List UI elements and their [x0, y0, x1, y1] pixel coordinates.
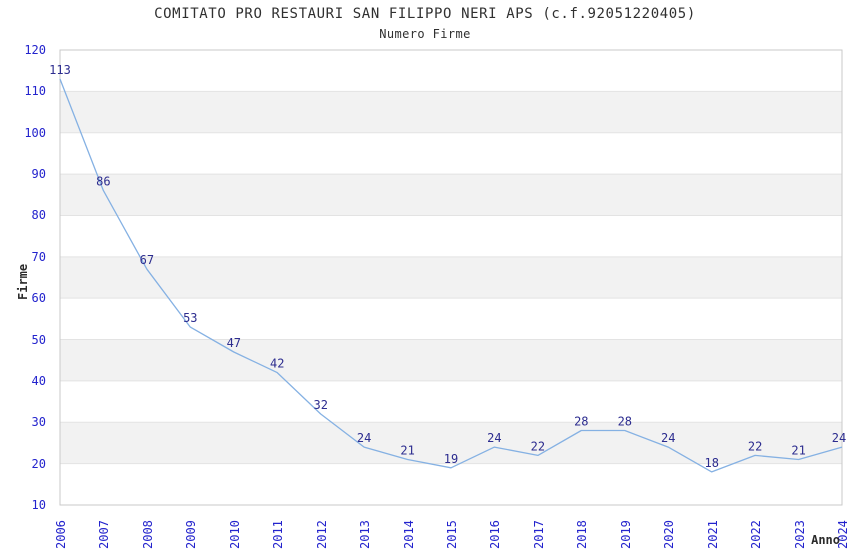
x-tick-label: 2013 — [358, 520, 373, 549]
data-point-label: 67 — [140, 253, 154, 267]
y-tick-label: 110 — [24, 84, 46, 99]
data-point-label: 24 — [832, 431, 846, 445]
plot-band — [60, 256, 842, 299]
y-tick-label: 60 — [31, 291, 46, 306]
y-tick-label: 10 — [31, 498, 46, 512]
data-point-label: 21 — [400, 444, 414, 458]
x-tick-label: 2008 — [140, 520, 155, 549]
data-point-label: 53 — [183, 311, 197, 325]
data-point-label: 32 — [313, 398, 327, 412]
chart-title: COMITATO PRO RESTAURI SAN FILIPPO NERI A… — [154, 6, 696, 22]
x-tick-label: 2010 — [227, 520, 242, 549]
y-tick-label: 90 — [31, 167, 46, 182]
x-tick-label: 2012 — [314, 520, 329, 549]
x-tick-label: 2022 — [749, 520, 764, 549]
x-tick-label: 2014 — [401, 520, 416, 549]
x-tick-label: 2006 — [54, 520, 68, 549]
data-point-label: 19 — [444, 452, 458, 466]
y-tick-label: 120 — [24, 43, 46, 57]
plot-band — [60, 91, 842, 133]
data-point-label: 24 — [487, 431, 501, 445]
data-line — [59, 78, 843, 473]
x-tick-label: 2011 — [271, 520, 286, 549]
plot-band — [60, 339, 842, 381]
x-tick-label: 2017 — [531, 520, 546, 549]
x-tick-label: 2018 — [575, 520, 590, 549]
y-tick-label: 70 — [31, 249, 46, 264]
chart-subtitle: Numero Firme — [379, 27, 471, 41]
x-tick-label: 2021 — [705, 520, 720, 549]
y-tick-label: 20 — [31, 456, 46, 471]
data-point-label: 42 — [270, 357, 284, 371]
data-point-label: 18 — [704, 456, 718, 470]
data-point-label: 22 — [531, 439, 545, 453]
data-point-label: 47 — [227, 336, 241, 350]
x-tick-label: 2019 — [618, 520, 633, 549]
y-tick-label: 100 — [24, 125, 46, 140]
x-tick-label: 2020 — [662, 520, 677, 549]
x-tick-label: 2016 — [488, 520, 503, 549]
data-point-label: 113 — [49, 63, 71, 77]
data-point-label: 28 — [574, 415, 588, 429]
x-tick-label: 2015 — [445, 520, 459, 549]
data-point-label: 22 — [748, 439, 762, 453]
x-tick-label: 2007 — [97, 520, 112, 549]
plot-border — [59, 49, 843, 506]
data-point-label: 21 — [791, 444, 805, 458]
y-tick-label: 80 — [31, 208, 46, 223]
data-point-label: 24 — [661, 431, 675, 445]
y-tick-label: 50 — [31, 332, 46, 347]
y-tick-label: 30 — [31, 415, 46, 430]
x-tick-label: 2009 — [184, 520, 199, 549]
x-axis-title: Anno — [811, 533, 840, 547]
data-point-label: 28 — [618, 415, 632, 429]
data-point-label: 24 — [357, 431, 371, 445]
y-tick-label: 40 — [31, 373, 46, 388]
plot-band — [60, 422, 842, 464]
y-axis-title: Firme — [16, 263, 30, 300]
data-point-label: 86 — [96, 175, 110, 189]
plot-band — [60, 174, 842, 216]
